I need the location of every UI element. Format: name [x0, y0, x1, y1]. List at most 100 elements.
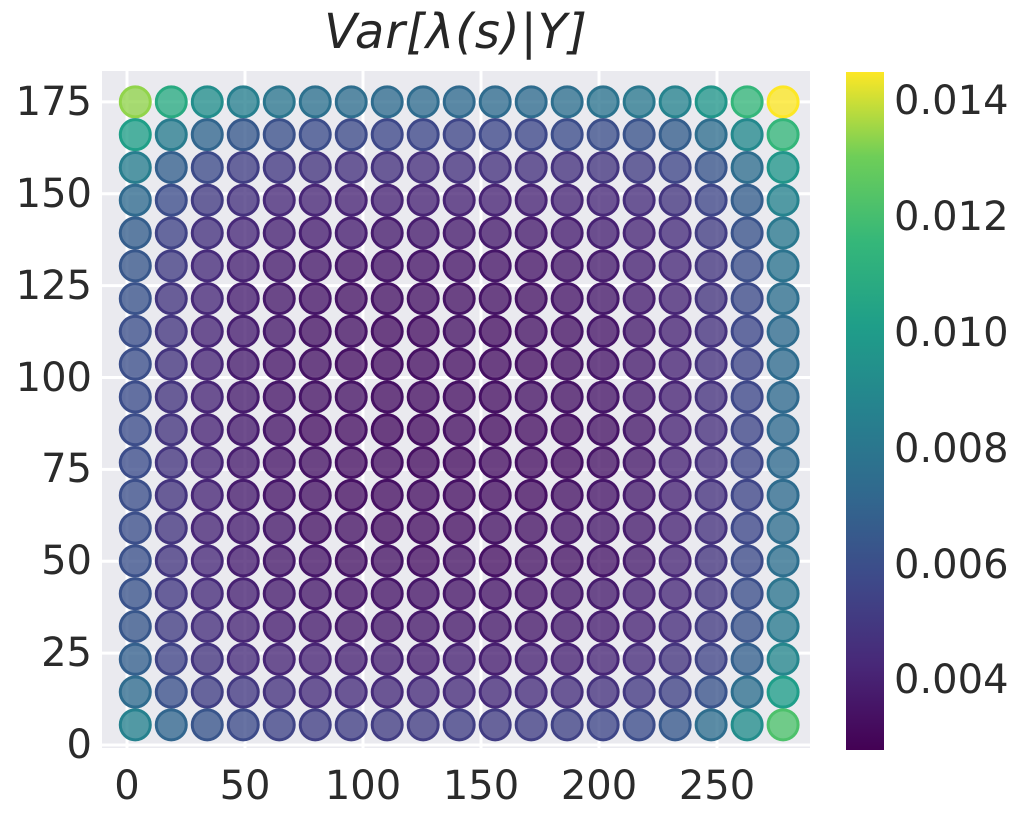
scatter-point [766, 85, 800, 119]
scatter-point [658, 183, 692, 217]
scatter-point [766, 413, 800, 447]
scatter-point [190, 675, 224, 709]
scatter-point [658, 314, 692, 348]
scatter-point [370, 478, 404, 512]
scatter-point [478, 249, 512, 283]
scatter-point [118, 85, 152, 119]
scatter-point [766, 150, 800, 184]
scatter-point [694, 85, 728, 119]
scatter-point [766, 282, 800, 316]
scatter-point [334, 85, 368, 119]
scatter-point [730, 478, 764, 512]
scatter-point [730, 446, 764, 480]
scatter-point [154, 478, 188, 512]
scatter-point [766, 347, 800, 381]
scatter-point [154, 347, 188, 381]
scatter-point [226, 446, 260, 480]
scatter-point [730, 249, 764, 283]
scatter-point [262, 347, 296, 381]
scatter-point [370, 249, 404, 283]
scatter-point [442, 577, 476, 611]
scatter-point [694, 150, 728, 184]
scatter-point [442, 118, 476, 152]
scatter-point [334, 314, 368, 348]
scatter-point [478, 708, 512, 742]
scatter-point [226, 577, 260, 611]
scatter-point [694, 609, 728, 643]
scatter-point [118, 347, 152, 381]
scatter-point [370, 85, 404, 119]
scatter-point [190, 380, 224, 414]
scatter-point [226, 314, 260, 348]
scatter-point [370, 609, 404, 643]
scatter-point [730, 282, 764, 316]
scatter-point [190, 642, 224, 676]
scatter-point [406, 249, 440, 283]
scatter-point [334, 446, 368, 480]
scatter-point [550, 282, 584, 316]
scatter-point [730, 413, 764, 447]
scatter-point [334, 150, 368, 184]
scatter-point [622, 413, 656, 447]
scatter-point [586, 642, 620, 676]
scatter-point [514, 609, 548, 643]
scatter-point [766, 708, 800, 742]
scatter-point [298, 511, 332, 545]
scatter-point [442, 478, 476, 512]
scatter-point [118, 183, 152, 217]
scatter-point [154, 380, 188, 414]
scatter-point [406, 511, 440, 545]
scatter-point [694, 347, 728, 381]
scatter-point [370, 347, 404, 381]
scatter-point [658, 708, 692, 742]
scatter-point [334, 347, 368, 381]
y-tick-label: 50 [41, 538, 92, 585]
scatter-point [514, 511, 548, 545]
scatter-point [586, 150, 620, 184]
scatter-point [298, 675, 332, 709]
scatter-point [298, 708, 332, 742]
scatter-point [262, 544, 296, 578]
scatter-point [262, 118, 296, 152]
x-tick-label: 150 [442, 763, 520, 809]
scatter-point [262, 282, 296, 316]
scatter-point [190, 183, 224, 217]
scatter-point [442, 511, 476, 545]
scatter-point [370, 446, 404, 480]
scatter-point [262, 413, 296, 447]
scatter-point [766, 183, 800, 217]
scatter-point [154, 249, 188, 283]
scatter-point [262, 446, 296, 480]
scatter-point [442, 609, 476, 643]
scatter-point [190, 609, 224, 643]
y-tick-label: 150 [15, 170, 92, 217]
scatter-point [694, 314, 728, 348]
scatter-point [190, 347, 224, 381]
scatter-point [154, 609, 188, 643]
scatter-point [334, 544, 368, 578]
scatter-point [694, 413, 728, 447]
scatter-point [406, 413, 440, 447]
scatter-point [622, 183, 656, 217]
scatter-point [226, 675, 260, 709]
scatter-point [586, 511, 620, 545]
scatter-point [442, 446, 476, 480]
scatter-point [370, 544, 404, 578]
scatter-point [154, 314, 188, 348]
scatter-point [730, 577, 764, 611]
scatter-point [406, 577, 440, 611]
scatter-point [154, 216, 188, 250]
scatter-point [226, 609, 260, 643]
colorbar [846, 72, 884, 750]
scatter-point [550, 577, 584, 611]
scatter-point [370, 118, 404, 152]
scatter-point [226, 85, 260, 119]
scatter-point [226, 642, 260, 676]
scatter-point [118, 511, 152, 545]
scatter-point [226, 118, 260, 152]
scatter-point [550, 249, 584, 283]
scatter-point [586, 544, 620, 578]
scatter-point [406, 642, 440, 676]
scatter-point [298, 118, 332, 152]
